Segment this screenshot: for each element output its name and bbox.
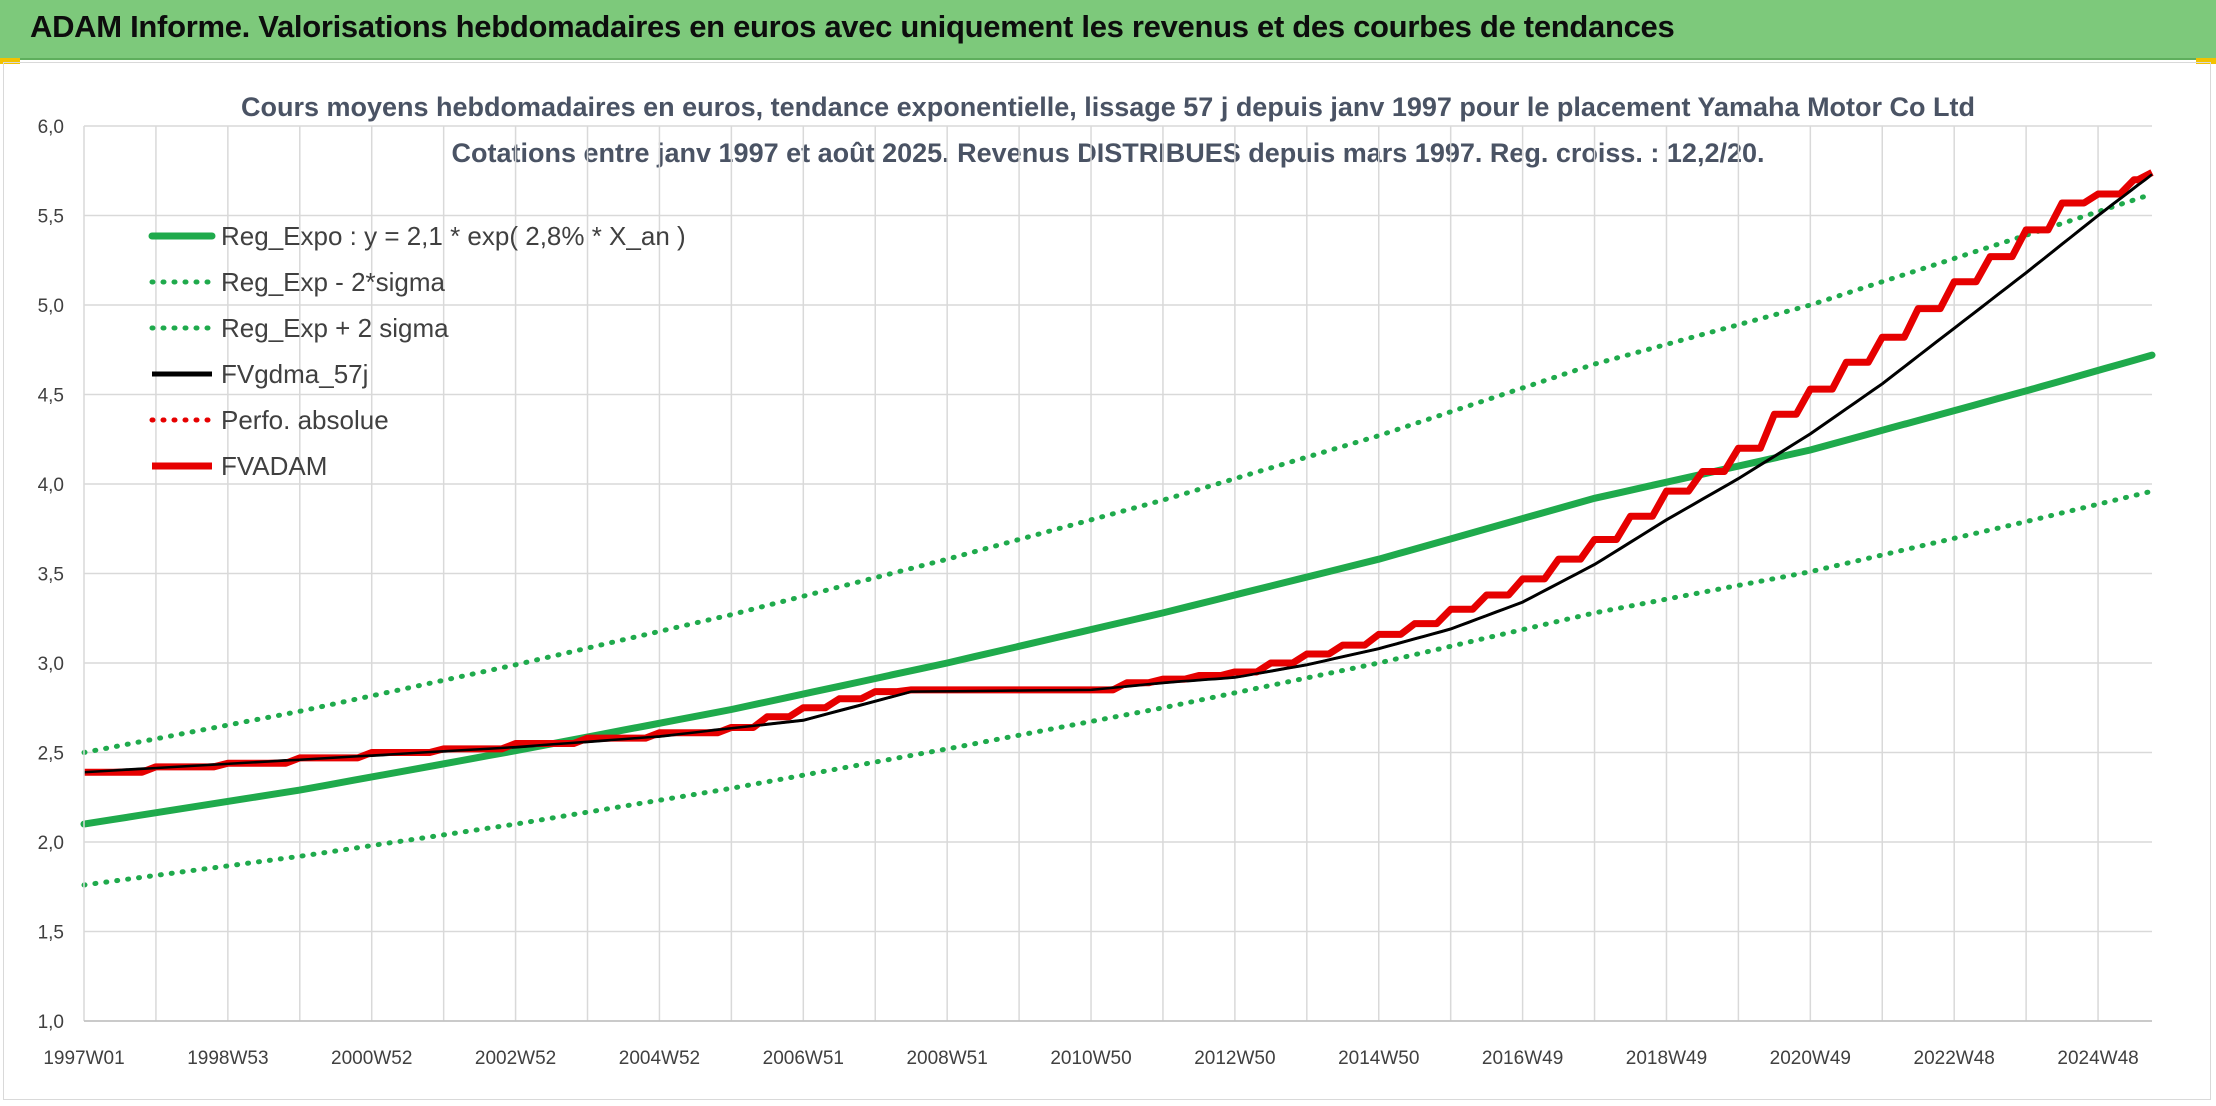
- corner-mark-left: [0, 58, 20, 64]
- x-tick-label: 1998W53: [187, 1048, 268, 1069]
- x-tick-label: 2002W52: [475, 1048, 556, 1069]
- report-title: ADAM Informe. Valorisations hebdomadaire…: [30, 9, 1675, 44]
- y-tick-label: 3,0: [38, 654, 64, 675]
- series-lines: [80, 169, 2156, 888]
- x-tick-label: 1997W01: [43, 1048, 124, 1069]
- series-line-1: [81, 488, 2155, 888]
- legend-label-1: Reg_Exp - 2*sigma: [221, 267, 446, 297]
- legend-label-0: Reg_Expo : y = 2,1 * exp( 2,8% * X_an ): [221, 221, 686, 251]
- y-tick-label: 6,0: [38, 117, 64, 138]
- series-line-gdma-overlay: [83, 173, 2153, 774]
- gridlines: [84, 125, 2152, 1022]
- legend-label-5: FVADAM: [221, 451, 327, 481]
- chart-title: Cours moyens hebdomadaires en euros, ten…: [240, 92, 1976, 122]
- y-tick-label: 5,0: [38, 296, 64, 317]
- y-tick-label: 1,5: [38, 923, 64, 944]
- y-tick-label: 2,0: [38, 833, 64, 854]
- series-line-5: [84, 169, 2154, 776]
- chart-frame: [3, 62, 2211, 1100]
- report-banner: ADAM Informe. Valorisations hebdomadaire…: [0, 0, 2216, 60]
- y-tick-label: 4,5: [38, 386, 64, 407]
- x-tick-label: 2022W48: [1914, 1048, 1995, 1069]
- corner-mark-right: [2196, 58, 2216, 64]
- series-line-2: [81, 191, 2155, 755]
- x-tick-label: 2014W50: [1338, 1048, 1419, 1069]
- series-line-3: [83, 173, 2153, 774]
- y-tick-label: 4,0: [38, 475, 64, 496]
- x-tick-label: 2012W50: [1194, 1048, 1275, 1069]
- axes: 1,0 1,5 2,0 2,5 3,0 3,5 4,0 4,5 5,0 5,5 6,0 1997W01…: [38, 117, 2152, 1069]
- x-tick-label: 2018W49: [1626, 1048, 1707, 1069]
- x-tick-label: 2004W52: [619, 1048, 700, 1069]
- chart-subtitle: Cotations entre janv 1997 et août 2025. …: [451, 138, 1765, 168]
- y-tick-label: 1,0: [38, 1012, 64, 1033]
- y-tick-label: 2,5: [38, 744, 64, 765]
- y-tick-label: 5,5: [38, 207, 64, 228]
- y-tick-label: 3,5: [38, 565, 64, 586]
- x-tick-label: 2010W50: [1050, 1048, 1131, 1069]
- legend-label-2: Reg_Exp + 2 sigma: [221, 313, 449, 343]
- x-tick-label: 2016W49: [1482, 1048, 1563, 1069]
- x-tick-label: 2000W52: [331, 1048, 412, 1069]
- x-tick-label: 2006W51: [763, 1048, 844, 1069]
- legend-label-4: Perfo. absolue: [221, 405, 389, 435]
- x-tick-label: 2020W49: [1770, 1048, 1851, 1069]
- legend-label-3: FVgdma_57j: [221, 359, 368, 389]
- x-tick-label: 2024W48: [2057, 1048, 2138, 1069]
- series-line-0: [80, 351, 2156, 828]
- legend: Reg_Expo : y = 2,1 * exp( 2,8% * X_an ) R…: [148, 221, 686, 481]
- x-tick-label: 2008W51: [906, 1048, 987, 1069]
